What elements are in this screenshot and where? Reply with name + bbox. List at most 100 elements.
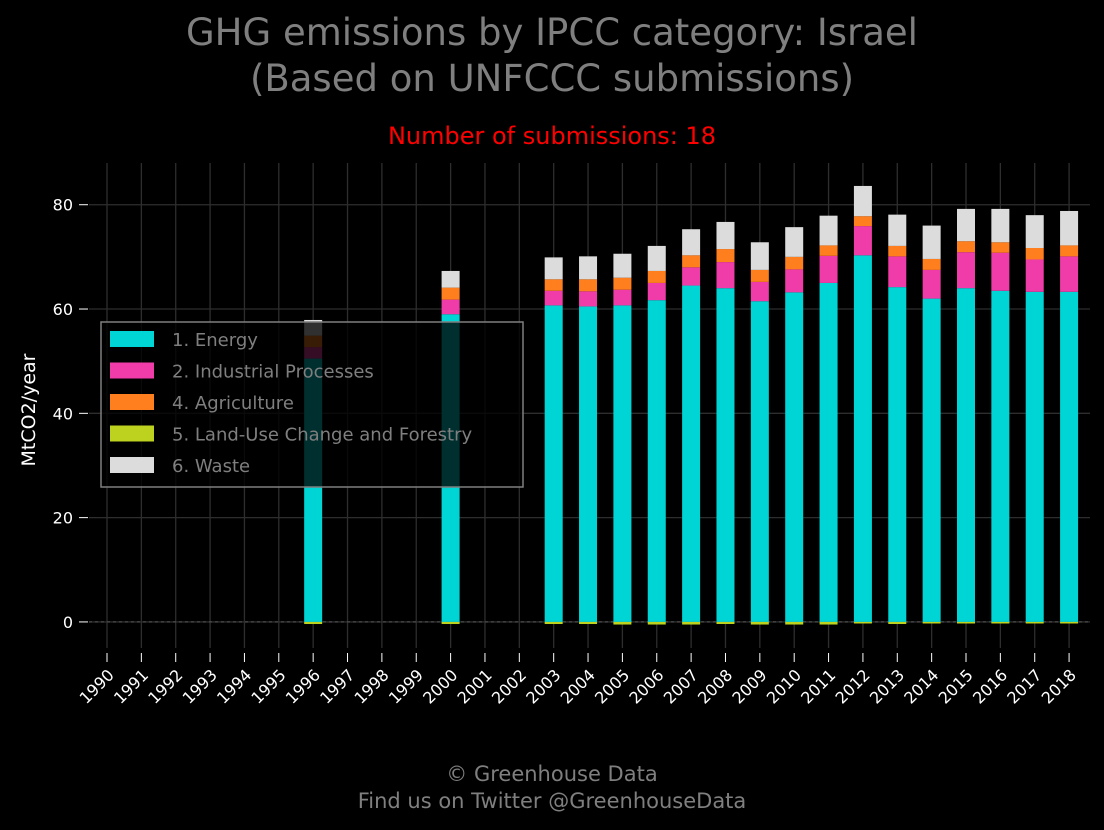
bar-segment [647,282,666,301]
legend-swatch [110,362,154,379]
x-tick-label: 2008 [694,665,736,707]
bar-segment [682,229,701,256]
legend-swatch [110,394,154,410]
y-tick-label: 0 [63,613,73,632]
footer-twitter: Find us on Twitter @GreenhouseData [357,789,747,813]
bar-segment [888,214,907,246]
x-tick-label: 1990 [76,665,118,707]
bar-segment [1025,621,1044,624]
bar-segment [785,269,804,293]
x-tick-label: 1998 [350,665,392,707]
bar-segment [750,281,769,302]
bar-segment [957,621,975,624]
bar-segment [544,279,563,291]
bar-segment [957,252,975,289]
x-tick-label: 1999 [385,665,427,707]
bar-segment [991,252,1010,291]
bar-segment [957,241,975,253]
bar-segment [888,621,907,625]
y-tick-label: 40 [53,404,73,423]
bar-segment [716,621,735,625]
bar-segment [441,621,460,625]
y-axis-label: MtCO2/year [18,353,40,466]
x-tick-label: 1992 [144,665,186,707]
bar-segment [888,245,907,257]
bar-segment [1060,245,1079,257]
x-tick-label: 2014 [900,665,942,707]
bar-segment [1060,256,1079,292]
bar-segment [785,256,804,270]
x-tick-label: 1994 [213,665,255,707]
bar-segment [853,255,872,622]
bar-segment [544,305,563,622]
bar-segment [1060,621,1079,624]
bar-segment [853,621,872,624]
x-tick-label: 2005 [591,665,633,707]
bar-segment [544,621,563,625]
bar-segment [922,298,941,622]
y-tick-label: 80 [53,196,73,215]
bar-segment [716,221,735,250]
bar-segment [957,288,975,622]
bar-segment [853,216,872,227]
x-tick-label: 2006 [625,665,667,707]
bar-segment [1025,291,1044,622]
bar-segment [647,270,666,283]
x-tick-label: 2001 [454,665,496,707]
bar-segment [819,282,838,622]
bar-segment [819,621,838,625]
bar-segment [682,255,701,268]
bar-segment [853,185,872,217]
bar-segment [785,621,804,625]
bar-segment [991,621,1010,624]
bar-segment [750,621,769,625]
bar-segment [819,215,838,246]
bar-segment [819,255,838,283]
bar-segment [1060,291,1079,622]
y-tick-label: 60 [53,300,73,319]
bar-segment [613,305,632,622]
x-tick-label: 1995 [247,665,289,707]
bar-segment [991,290,1010,622]
bar-segment [579,621,598,625]
bar-segment [441,270,460,288]
x-tick-label: 1991 [110,665,152,707]
bar-segment [750,301,769,622]
bar-segment [579,256,598,280]
bar-segment [922,621,941,624]
x-tick-label: 2016 [969,665,1011,707]
bar-segment [785,292,804,622]
bar-segment [1025,259,1044,292]
bar-segment [750,242,769,270]
bar-segment [1060,210,1079,246]
bar-segment [647,300,666,622]
bar-segment [888,287,907,622]
chart-subtitle: Number of submissions: 18 [387,122,717,150]
x-tick-label: 2010 [763,665,805,707]
bar-segment [682,285,701,622]
bar-segment [441,287,460,300]
legend: 1. Energy 2. Industrial Processes 4. Agric… [100,321,524,488]
bar-segment [922,269,941,299]
bar-segment [441,299,460,315]
bar-segment [544,257,563,280]
bar-segment [613,253,632,278]
bar-segment [888,256,907,288]
legend-label: 5. Land-Use Change and Forestry [172,425,472,446]
bar-segment [716,262,735,289]
bar-segment [785,227,804,257]
legend-box [100,321,524,488]
x-tick-label: 1993 [179,665,221,707]
x-tick-label: 2009 [728,665,770,707]
chart-title-line2: (Based on UNFCCC submissions) [249,57,855,100]
legend-swatch [110,457,154,473]
footer-copyright: © Greenhouse Data [446,762,658,786]
bar-segment [716,249,735,263]
bar-segment [682,267,701,286]
bars [304,185,1079,625]
x-tick-label: 2017 [1003,665,1045,707]
x-tick-label: 2011 [797,665,839,707]
bar-segment [647,245,666,271]
bar-segment [853,226,872,256]
